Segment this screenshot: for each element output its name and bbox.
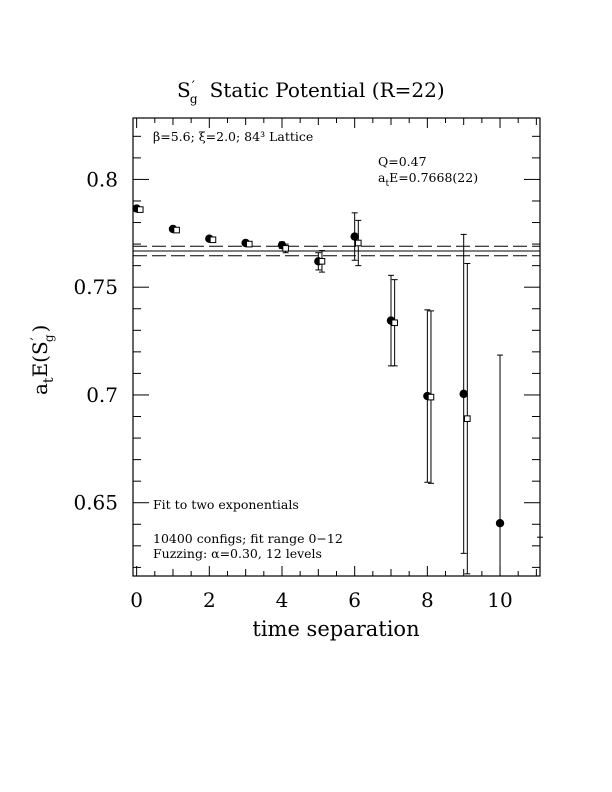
marker-circle (495, 518, 505, 528)
x-tick-label: 6 (348, 588, 361, 612)
x-tick-label: 8 (421, 588, 434, 612)
marker-square (173, 226, 180, 234)
axis-ticks (133, 118, 540, 576)
y-tick-label: 0.65 (73, 491, 118, 515)
data-point (209, 236, 217, 244)
data-point (350, 212, 359, 261)
data-point (495, 354, 505, 576)
fuzzing-annotation: Fuzzing: α=0.30, 12 levels (153, 546, 322, 561)
marker-square (391, 319, 398, 327)
data-point (245, 240, 253, 248)
y-tick-label: 0.75 (73, 275, 118, 299)
data-point (355, 219, 362, 267)
lattice-annotation: β=5.6; ξ=2.0; 84³ Lattice (153, 129, 313, 144)
marker-square (245, 240, 253, 248)
data-point (282, 243, 289, 254)
x-tick-label: 10 (487, 588, 512, 612)
marker-square (282, 245, 289, 252)
q-annotation: Q=0.47 (378, 154, 427, 169)
x-tick-labels: 0 2 4 6 8 10 (130, 588, 512, 612)
x-tick-label: 4 (276, 588, 289, 612)
data-point (537, 536, 543, 576)
fit-annotation: Fit to two exponentials (153, 497, 299, 512)
y-tick-labels: 0.65 0.7 0.75 0.8 (73, 167, 118, 514)
marker-circle (459, 389, 468, 399)
marker-square (136, 206, 144, 213)
x-tick-label: 2 (203, 588, 216, 612)
data-point (464, 262, 471, 575)
y-tick-label: 0.7 (86, 383, 118, 407)
fit-band (133, 245, 540, 257)
data-point (427, 310, 435, 484)
data-point (173, 226, 180, 234)
chart-title: S′ g Static Potential (R=22) (177, 78, 445, 106)
data-point (459, 233, 468, 554)
y-axis-label: atE(S′g) (28, 325, 57, 395)
x-axis-label: time separation (252, 617, 419, 641)
marker-square (464, 415, 471, 422)
marker-square (209, 236, 217, 244)
marker-square (427, 393, 435, 401)
x-tick-label: 0 (130, 588, 143, 612)
data-point (136, 206, 144, 213)
energy-annotation: atE=0.7668(22) (378, 170, 478, 189)
marker-square (355, 239, 362, 247)
data-point (391, 279, 398, 367)
data-points (132, 204, 543, 576)
marker-square (318, 258, 326, 265)
y-tick-label: 0.8 (86, 167, 118, 191)
data-point (318, 250, 326, 273)
configs-annotation: 10400 configs; fit range 0−12 (153, 531, 343, 546)
marker-circle (350, 232, 359, 241)
